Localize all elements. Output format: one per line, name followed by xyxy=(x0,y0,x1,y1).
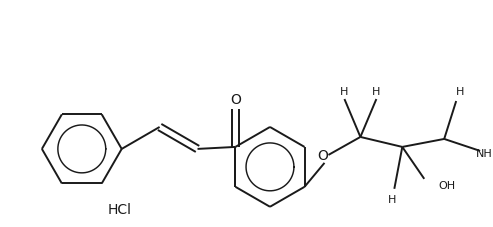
Text: H: H xyxy=(340,87,349,97)
Text: O: O xyxy=(230,93,241,106)
Text: H: H xyxy=(456,87,464,97)
Text: HCl: HCl xyxy=(107,202,132,216)
Text: OH: OH xyxy=(438,180,456,190)
Text: NH: NH xyxy=(476,148,493,158)
Text: H: H xyxy=(388,194,396,204)
Text: H: H xyxy=(372,87,381,97)
Text: O: O xyxy=(317,148,328,162)
